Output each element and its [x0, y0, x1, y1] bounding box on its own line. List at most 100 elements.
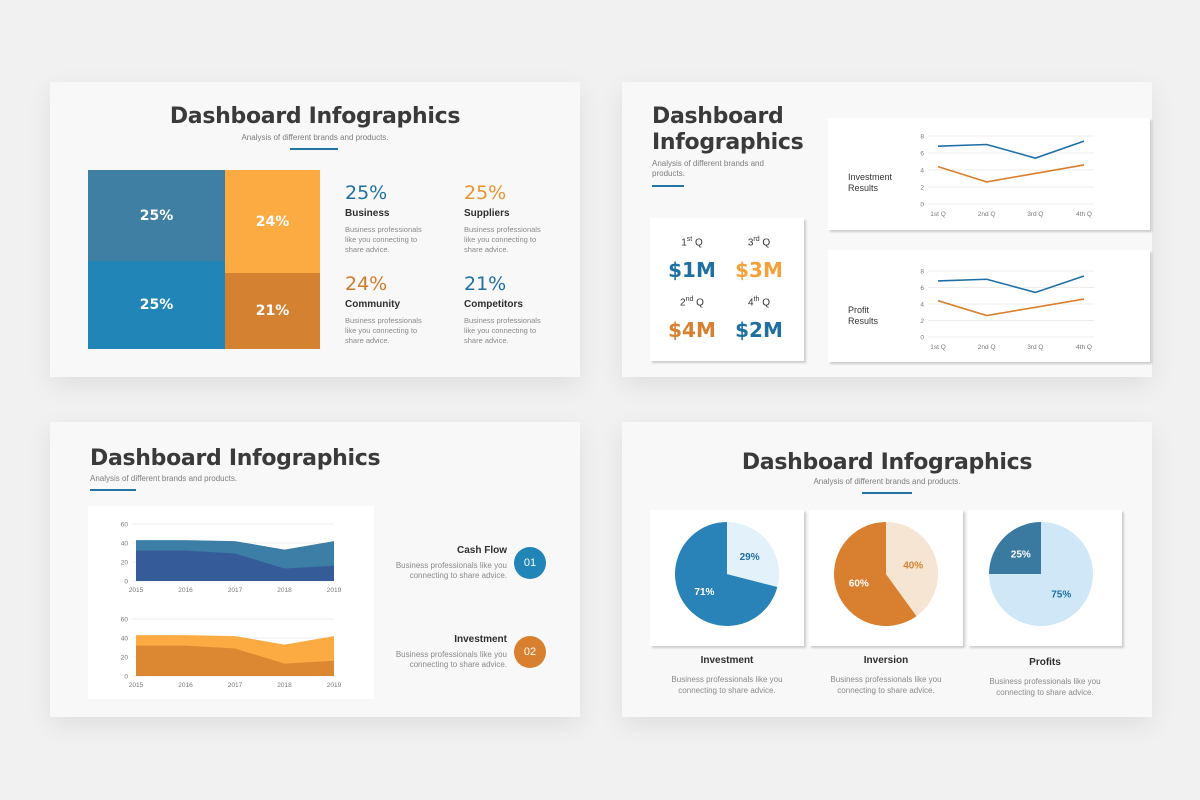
- pie-card-profits: 25% 75%: [968, 510, 1122, 646]
- slide-subtitle: Analysis of different brands and product…: [652, 159, 764, 178]
- stat-desc: Business professionals like you connecti…: [464, 316, 541, 345]
- slide-quarters: Dashboard Infographics Analysis of diffe…: [622, 82, 1152, 377]
- y-tick-label: 20: [121, 560, 129, 567]
- stat-desc: Business professionals like you connecti…: [464, 225, 541, 254]
- profits-pie-chart: 25% 75%: [989, 522, 1093, 626]
- x-tick-label: 1st Q: [930, 211, 946, 218]
- stat-value: 21%: [464, 273, 507, 295]
- slide-title: Dashboard Infographics: [741, 450, 1033, 475]
- title-underline: [90, 489, 136, 491]
- y-tick-label: 4: [920, 168, 924, 175]
- x-tick-label: 2nd Q: [978, 211, 996, 218]
- quarter-num: 1: [681, 237, 687, 249]
- x-tick-label: 3rd Q: [1027, 211, 1043, 218]
- pie-slice: [886, 522, 938, 617]
- pie-desc: Business professionals like you connectin…: [809, 674, 963, 696]
- treemap-cell-suppliers: 24%: [225, 170, 320, 273]
- quarter-label-1: 1st Q: [662, 236, 722, 248]
- treemap-cell-community: 25%: [88, 261, 225, 349]
- item-number-badge: 02: [514, 636, 546, 668]
- pie-slice-label: 60%: [849, 578, 869, 589]
- pie-slice: [834, 522, 917, 626]
- quarter-label-2: 2nd Q: [662, 296, 722, 308]
- stat-label: Community: [345, 299, 400, 310]
- y-tick-label: 6: [920, 151, 924, 158]
- pie-title: Inversion: [863, 655, 909, 666]
- chart-label-line: Results: [848, 183, 879, 193]
- y-tick-label: 60: [121, 617, 129, 624]
- chart-label: Investment Results: [848, 172, 892, 194]
- x-tick-label: 2nd Q: [978, 344, 996, 351]
- x-tick-label: 2017: [228, 682, 243, 689]
- pie-slice: [675, 522, 778, 626]
- item-label: Investment: [454, 634, 507, 645]
- stat-competitors: 21% Competitors Business professionals l…: [464, 273, 544, 346]
- item-number-badge: 01: [514, 547, 546, 579]
- item-label: Cash Flow: [456, 545, 507, 556]
- pie-desc-line: connecting to share advice.: [837, 686, 935, 695]
- quarter-value-2: $4M: [668, 318, 716, 342]
- treemap-cell-competitors: 21%: [225, 273, 320, 349]
- y-tick-label: 4: [920, 302, 924, 309]
- quarter-value-3: $3M: [735, 258, 783, 282]
- stat-value: 24%: [345, 273, 388, 295]
- stat-label: Business: [345, 208, 390, 219]
- pie-slice: [727, 522, 779, 587]
- series-line: [937, 140, 1085, 159]
- inversion-pie-chart: 60% 40%: [834, 522, 938, 626]
- pie-desc-line: connecting to share advice.: [996, 688, 1094, 697]
- y-tick-label: 6: [920, 285, 924, 292]
- slide-title: Dashboard Infographics: [90, 446, 381, 471]
- pie-title: Profits: [1029, 657, 1061, 668]
- y-tick-label: 8: [920, 269, 924, 276]
- item-desc-line: Business professionals like you: [395, 650, 507, 659]
- chart-label-line: Investment: [848, 172, 893, 182]
- quarter-suffix: st: [686, 236, 693, 243]
- investment-chart-card: Investment Results 0 2 4 6 8 1st Q 2nd Q 3rd Q 4…: [828, 118, 1150, 230]
- pie-slice-label: 25%: [1011, 549, 1031, 560]
- slide-title: Dashboard Infographics: [652, 104, 804, 156]
- pie-desc-line: Business professionals like you: [671, 675, 783, 684]
- title-underline: [652, 185, 684, 187]
- pie-slice-label: 40%: [903, 561, 923, 572]
- investment-area-chart: 0 20 40 60 2015 2016 2017 2018 2019: [121, 617, 342, 690]
- chart-label-line: Results: [848, 316, 879, 326]
- stat-value: 25%: [345, 182, 388, 204]
- investment-line-chart: 0 2 4 6 8 1st Q 2nd Q 3rd Q 4th Q: [920, 134, 1094, 218]
- slide-treemap: Dashboard Infographics Analysis of diffe…: [50, 82, 580, 377]
- x-tick-label: 1st Q: [930, 344, 946, 351]
- chart-label: Profit Results: [848, 305, 878, 327]
- pie-slice: [989, 522, 1041, 574]
- item-desc: Business professionals like you connecti…: [396, 561, 507, 581]
- x-tick-label: 4th Q: [1076, 344, 1092, 351]
- title-underline: [290, 148, 338, 150]
- y-tick-label: 0: [920, 202, 924, 209]
- stat-business: 25% Business Business professionals like…: [345, 182, 425, 255]
- quarter-label-3: 3rd Q: [729, 236, 789, 248]
- slide-title: Dashboard Infographics: [169, 104, 461, 129]
- area-chart-card: 0 20 40 60 2015 2016 2017 2018 2019 0 20 40 60 2015 2…: [88, 506, 374, 699]
- item-desc-line: connecting to share advice.: [409, 660, 507, 669]
- y-tick-label: 0: [124, 579, 128, 586]
- stat-community: 24% Community Business professionals lik…: [345, 273, 425, 346]
- series-line: [937, 298, 1085, 317]
- series-line: [937, 164, 1085, 183]
- stat-label: Suppliers: [464, 208, 510, 219]
- y-tick-label: 60: [121, 522, 129, 529]
- quarter-num: 2: [680, 297, 686, 309]
- y-tick-label: 8: [920, 134, 924, 141]
- cash-flow-area-chart: 0 20 40 60 2015 2016 2017 2018 2019: [121, 522, 342, 595]
- quarter-num: 4: [748, 297, 754, 309]
- treemap-cell-business: 25%: [88, 170, 225, 261]
- y-tick-label: 2: [920, 185, 924, 192]
- slide-subtitle: Analysis of different brands and product…: [241, 133, 389, 142]
- y-tick-label: 0: [124, 674, 128, 681]
- quarter-num: 3: [747, 237, 754, 249]
- quarter-q: Q: [695, 237, 703, 249]
- x-tick-label: 2016: [178, 587, 193, 594]
- stat-desc: Business professionals like you connecti…: [345, 225, 422, 254]
- profit-line-chart: 0 2 4 6 8 1st Q 2nd Q 3rd Q 4th Q: [920, 269, 1094, 351]
- x-tick-label: 2015: [129, 682, 144, 689]
- x-tick-label: 2019: [327, 682, 342, 689]
- slide-area: Dashboard Infographics Analysis of diffe…: [50, 422, 580, 717]
